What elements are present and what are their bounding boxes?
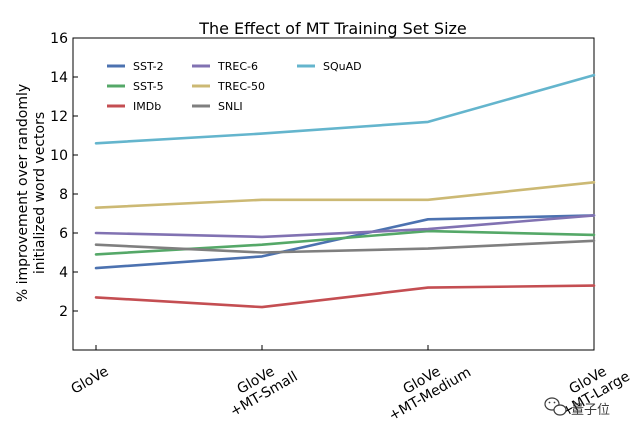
y-tick-label: 6 xyxy=(59,226,68,242)
legend-label-snli: SNLI xyxy=(218,100,243,113)
legend: SST-2 SST-5 IMDb TREC-6 TREC-50 SNLI SQuAD xyxy=(107,60,362,113)
y-tick-label: 12 xyxy=(50,109,68,125)
y-tick-label: 10 xyxy=(50,148,68,164)
legend-label-imdb: IMDb xyxy=(133,100,161,113)
chart-title: The Effect of MT Training Set Size xyxy=(198,19,467,38)
x-axis-ticks: GloVe GloVe+MT-Small GloVe+MT-Medium GloVe+… xyxy=(68,345,633,425)
legend-label-trec-50: TREC-50 xyxy=(217,80,265,93)
series-line-trec-50 xyxy=(94,181,596,209)
y-tick-label: 16 xyxy=(50,31,68,47)
series-line-sst-2 xyxy=(94,214,596,270)
y-tick-label: 8 xyxy=(59,187,68,203)
y-axis-title-line-2: initialized word vectors xyxy=(32,112,48,274)
series-line-imdb xyxy=(94,284,596,309)
y-tick-label: 14 xyxy=(50,70,68,86)
series-line-trec-6 xyxy=(94,214,596,239)
legend-label-sst-5: SST-5 xyxy=(133,80,164,93)
x-tick-label-line: GloVe xyxy=(68,364,111,398)
series-lines xyxy=(94,73,596,309)
y-tick-label: 4 xyxy=(59,265,68,281)
x-tick-label: GloVe xyxy=(68,364,111,398)
watermark: 量子位 xyxy=(544,397,610,418)
x-tick-label: GloVe+MT-Small xyxy=(220,355,301,420)
y-tick-label: 2 xyxy=(59,304,68,320)
x-tick-label: GloVe+MT-Medium xyxy=(378,351,474,425)
legend-label-trec-6: TREC-6 xyxy=(217,60,258,73)
y-axis-ticks: 2 4 6 8 10 12 14 16 xyxy=(50,31,78,320)
y-axis-title-line-1: % improvement over randomly xyxy=(15,84,31,302)
series-line-snli xyxy=(94,239,596,254)
y-axis-title: % improvement over randomly initialized … xyxy=(15,84,48,302)
wechat-icon xyxy=(544,397,567,416)
series-line-squad xyxy=(94,73,596,145)
legend-label-sst-2: SST-2 xyxy=(133,60,164,73)
legend-label-squad: SQuAD xyxy=(323,60,362,73)
watermark-text: 量子位 xyxy=(571,403,610,418)
